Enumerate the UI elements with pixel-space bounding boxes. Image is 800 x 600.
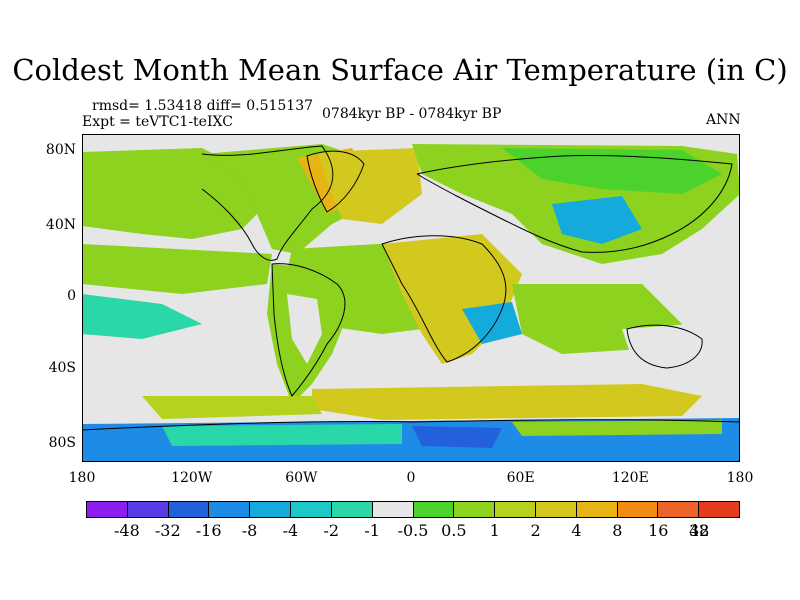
experiment-label: Expt = teVTC1-teIXC [82, 114, 233, 130]
indian-ocean-cyan [462, 302, 522, 344]
coast-greenland [306, 150, 365, 213]
map-canvas [82, 134, 740, 462]
coastlines [82, 145, 740, 431]
colorbar-swatch [331, 502, 373, 517]
colorbar-label: -48 [113, 521, 140, 540]
colorbar-swatch [372, 502, 414, 517]
lon-tick-label: 120E [611, 470, 649, 486]
south-ocean-gold [312, 384, 702, 420]
antarctic-teal [162, 424, 402, 446]
colorbar [86, 501, 740, 518]
colorbar-swatch [168, 502, 210, 517]
colorbar-swatch [291, 502, 332, 517]
colorbar-label: -32 [154, 521, 181, 540]
colorbar-label: -16 [195, 521, 222, 540]
plot-title: Coldest Month Mean Surface Air Temperatu… [12, 53, 788, 87]
colorbar-swatch [495, 502, 536, 517]
australia-white [622, 324, 707, 369]
lon-tick-label: 180 [726, 470, 754, 486]
rmsd-diff-label: rmsd= 1.53418 diff= 0.515137 [92, 98, 314, 114]
anomaly-patches [82, 144, 740, 462]
colorbar-swatch [127, 502, 169, 517]
colorbar-swatch [250, 502, 292, 517]
pacific-green-band [82, 244, 272, 294]
north-pacific-green [82, 148, 267, 239]
colorbar-label: 8 [612, 521, 623, 540]
lat-tick-label: 80S [48, 435, 76, 451]
period-label: 0784kyr BP - 0784kyr BP [322, 106, 502, 122]
lat-tick-label: 0 [67, 288, 76, 304]
lat-tick-label: 80N [45, 142, 76, 158]
colorbar-label: 2 [530, 521, 541, 540]
south-america-white [287, 294, 322, 364]
colorbar-swatch [209, 502, 251, 517]
lat-tick-label: 40N [45, 217, 76, 233]
colorbar-swatch [617, 502, 659, 517]
colorbar-label: 32 [688, 521, 710, 540]
colorbar-swatch [576, 502, 618, 517]
lon-tick-label: 0 [406, 470, 416, 486]
antarctic-green-east [512, 420, 722, 436]
colorbar-label: -0.5 [397, 521, 429, 540]
coast-north-america [201, 145, 334, 261]
south-ocean-yellow [142, 396, 322, 419]
lon-tick-label: 120W [171, 470, 213, 486]
colorbar-label: 16 [648, 521, 669, 540]
colorbar-label: 0.5 [441, 521, 467, 540]
colorbar-label: -1 [364, 521, 380, 540]
north-atlantic-gold [317, 148, 422, 224]
colorbar-swatch [454, 502, 496, 517]
colorbar-swatch [658, 502, 700, 517]
pacific-cyan-patch [82, 294, 202, 339]
map-frame [82, 134, 740, 462]
colorbar-label: -2 [323, 521, 340, 540]
colorbar-label: 48 [688, 521, 710, 540]
colorbar-label: -4 [282, 521, 299, 540]
coast-south-america [271, 263, 346, 397]
colorbar-swatch [699, 502, 739, 517]
colorbar-label: 1 [489, 521, 500, 540]
lon-tick-label: 180 [68, 470, 96, 486]
coast-eurasia [416, 155, 733, 253]
lat-tick-label: 40S [48, 360, 76, 376]
tibet-cyan [552, 196, 642, 244]
coast-antarctica [82, 419, 740, 431]
antarctic-dark [412, 426, 502, 448]
colorbar-swatch [87, 502, 128, 517]
season-label: ANN [706, 112, 741, 128]
coast-africa [381, 235, 507, 363]
colorbar-label: 4 [571, 521, 582, 540]
colorbar-swatch [413, 502, 455, 517]
lon-tick-label: 60E [506, 470, 535, 486]
siberia-light [502, 148, 722, 194]
lon-tick-label: 60W [285, 470, 318, 486]
coast-australia [626, 324, 703, 369]
colorbar-swatch [535, 502, 577, 517]
temperature-map [82, 134, 740, 462]
colorbar-label: -8 [241, 521, 258, 540]
